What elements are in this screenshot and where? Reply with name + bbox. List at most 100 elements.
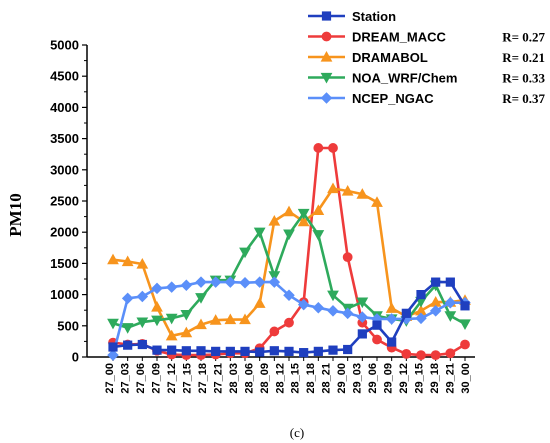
point-dream-macc — [401, 348, 412, 359]
point-noa-wrf-chem — [239, 247, 251, 259]
point-noa-wrf-chem — [195, 293, 207, 304]
series-dream-macc — [108, 143, 470, 361]
x-tick-label: 28_03 — [228, 363, 240, 394]
y-tick-label: 1000 — [50, 287, 79, 302]
point-station — [343, 344, 353, 355]
point-ncep-ngac — [283, 289, 295, 301]
x-tick-label: 27_15 — [181, 363, 193, 394]
point-dramabol — [165, 329, 178, 341]
point-ncep-ngac — [429, 305, 442, 317]
point-station — [211, 346, 221, 356]
series-station — [108, 277, 470, 358]
point-station — [445, 277, 455, 287]
point-noa-wrf-chem — [165, 313, 178, 325]
y-tick-label: 0 — [72, 350, 79, 365]
x-tick-label: 27_03 — [119, 363, 131, 394]
correlation-label: R= 0.37 — [502, 91, 545, 106]
point-noa-wrf-chem — [136, 317, 149, 329]
point-dramabol — [341, 184, 354, 196]
legend-item-dramabol: DRAMABOL R= 0.21 — [308, 50, 545, 65]
legend-label: DREAM_MACC — [352, 30, 447, 45]
point-ncep-ngac — [151, 282, 163, 295]
point-dramabol — [151, 301, 163, 312]
point-dream-macc — [430, 350, 441, 361]
point-station — [167, 345, 177, 355]
point-ncep-ngac — [224, 276, 237, 288]
point-dream-macc — [372, 334, 382, 345]
legend-label: NCEP_NGAC — [352, 91, 434, 106]
x-tick-label: 28_12 — [274, 363, 286, 394]
x-tick-label: 28_15 — [290, 363, 302, 394]
point-ncep-ngac — [136, 290, 149, 303]
legend-item-station: Station — [308, 9, 396, 24]
legend-label: NOA_WRF/Chem — [352, 71, 457, 86]
x-tick-label: 27_12 — [166, 363, 178, 394]
point-dramabol — [136, 257, 149, 269]
point-dramabol — [327, 182, 339, 194]
point-dramabol — [180, 326, 193, 338]
y-tick-label: 1500 — [50, 256, 79, 271]
legend-item-noa-wrf-chem: NOA_WRF/Chem R= 0.33 — [308, 71, 545, 86]
point-noa-wrf-chem — [107, 318, 119, 330]
point-noa-wrf-chem — [121, 323, 134, 334]
point-ncep-ngac — [385, 313, 398, 325]
point-station — [108, 342, 118, 352]
point-dream-macc — [342, 252, 353, 263]
x-tick-label: 30_00 — [460, 363, 472, 394]
point-dramabol — [239, 313, 251, 325]
y-tick-label: 4000 — [50, 100, 79, 115]
legend-item-dream-macc: DREAM_MACC R= 0.27 — [308, 30, 545, 45]
point-dramabol — [312, 204, 325, 215]
point-dramabol — [209, 314, 222, 325]
point-station — [328, 345, 338, 355]
point-station — [401, 308, 411, 318]
legend-marker — [320, 50, 333, 62]
point-station — [240, 346, 250, 356]
point-station — [181, 346, 191, 356]
point-dream-macc — [328, 143, 338, 153]
point-ncep-ngac — [444, 296, 457, 309]
point-station — [372, 320, 382, 330]
point-station — [284, 346, 294, 356]
x-tick-label: 27_00 — [104, 363, 116, 394]
point-ncep-ngac — [195, 276, 207, 288]
point-station — [123, 340, 133, 350]
point-ncep-ngac — [312, 301, 325, 314]
point-noa-wrf-chem — [356, 297, 369, 309]
legend-marker — [321, 11, 332, 21]
point-dramabol — [385, 302, 398, 313]
point-ncep-ngac — [180, 279, 193, 292]
point-dream-macc — [269, 326, 280, 337]
point-station — [225, 346, 235, 356]
point-dramabol — [356, 188, 369, 199]
point-ncep-ngac — [209, 276, 222, 288]
point-dramabol — [253, 297, 266, 308]
correlation-label: R= 0.27 — [502, 30, 545, 45]
point-station — [460, 301, 470, 311]
point-ncep-ngac — [165, 281, 178, 293]
point-station — [269, 346, 279, 356]
y-tick-label: 2500 — [50, 194, 79, 209]
point-ncep-ngac — [297, 298, 310, 311]
point-dramabol — [283, 205, 295, 217]
point-station — [299, 348, 309, 358]
point-ncep-ngac — [121, 292, 134, 305]
point-dream-macc — [445, 348, 456, 359]
point-station — [387, 337, 397, 347]
panel-caption: (c) — [290, 425, 304, 440]
x-tick-label: 29_09 — [383, 363, 395, 394]
point-dream-macc — [416, 350, 426, 361]
x-tick-label: 29_03 — [352, 363, 364, 394]
point-noa-wrf-chem — [283, 229, 295, 241]
point-noa-wrf-chem — [151, 315, 163, 327]
point-ncep-ngac — [268, 276, 281, 288]
legend-label: Station — [352, 9, 396, 24]
point-dream-macc — [313, 143, 324, 153]
point-dramabol — [121, 255, 134, 267]
y-tick-label: 500 — [57, 318, 79, 333]
legend-item-ncep-ngac: NCEP_NGAC R= 0.37 — [308, 91, 545, 106]
point-noa-wrf-chem — [180, 309, 193, 321]
x-axis-ticks: 27_00 27_03 27_06 27_09 27_12 27_15 27_18 27_21… — [104, 357, 472, 394]
point-dramabol — [195, 318, 207, 330]
